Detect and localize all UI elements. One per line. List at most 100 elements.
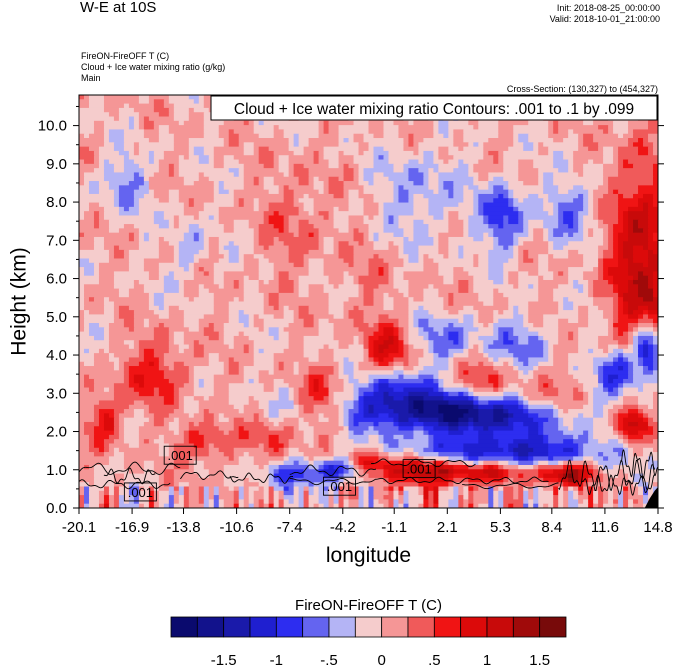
field-cell — [203, 383, 215, 389]
field-cell — [543, 202, 554, 208]
field-cell — [263, 409, 270, 414]
field-cell — [453, 133, 464, 139]
colorbar-swatch — [460, 616, 488, 638]
field-cell — [633, 499, 639, 505]
field-cell — [138, 361, 150, 367]
field-cell — [263, 464, 270, 470]
field-cell — [328, 486, 335, 492]
field-cell — [578, 279, 589, 285]
field-cell — [368, 434, 380, 440]
field-cell — [388, 159, 410, 165]
field-cell — [83, 172, 105, 178]
field-cell — [133, 310, 155, 315]
field-cell — [173, 477, 225, 483]
field-cell — [228, 301, 265, 307]
field-cell — [138, 353, 145, 359]
field-cell — [503, 224, 524, 229]
field-cell — [438, 245, 449, 251]
field-cell — [653, 439, 658, 445]
field-cell — [318, 439, 330, 445]
field-cell — [103, 297, 110, 303]
field-cell — [628, 434, 644, 440]
field-cell — [398, 133, 410, 139]
field-cell — [503, 409, 509, 414]
field-cell — [423, 404, 439, 410]
field-cell — [618, 434, 624, 440]
field-cell — [138, 211, 155, 217]
field-cell — [233, 452, 245, 457]
field-cell — [223, 327, 260, 333]
field-cell — [388, 262, 405, 268]
field-cell — [79, 447, 90, 453]
field-cell — [428, 168, 434, 174]
field-cell — [458, 417, 469, 423]
field-cell — [478, 327, 494, 333]
field-cell — [378, 383, 390, 389]
field-cell — [553, 138, 564, 143]
field-cell — [188, 142, 225, 148]
field-cell — [243, 370, 260, 376]
field-cell — [518, 168, 539, 174]
field-cell — [393, 241, 405, 247]
field-cell — [393, 267, 425, 272]
field-cell — [438, 267, 454, 272]
field-cell — [388, 335, 395, 341]
field-cell — [333, 224, 350, 229]
field-cell — [613, 426, 619, 432]
field-cell — [428, 185, 439, 191]
cloud-contour — [179, 470, 239, 480]
field-cell — [488, 499, 494, 505]
field-cell — [273, 421, 280, 427]
field-cell — [303, 262, 310, 268]
field-cell — [428, 439, 434, 445]
field-cell — [213, 490, 220, 496]
field-cell — [453, 370, 459, 376]
field-cell — [303, 318, 315, 324]
field-cell — [148, 361, 155, 367]
field-cell — [388, 443, 400, 449]
field-cell — [453, 357, 489, 363]
field-cell — [348, 219, 365, 225]
field-cell — [583, 443, 624, 449]
field-cell — [508, 297, 539, 303]
field-cell — [158, 366, 170, 371]
field-cell — [348, 262, 355, 268]
field-cell — [463, 344, 469, 350]
field-cell — [418, 168, 429, 174]
field-cell — [143, 439, 150, 445]
field-cell — [568, 275, 584, 281]
field-cell — [113, 383, 130, 389]
field-cell — [303, 456, 310, 462]
field-cell — [433, 353, 439, 359]
field-cell — [383, 120, 395, 126]
field-cell — [543, 486, 554, 492]
field-cell — [493, 245, 504, 251]
field-cell — [138, 206, 185, 212]
field-cell — [303, 374, 310, 380]
field-cell — [408, 331, 420, 337]
field-cell — [118, 211, 140, 217]
field-cell — [213, 150, 245, 156]
field-cell — [363, 404, 370, 410]
field-cell — [79, 275, 100, 281]
field-cell — [343, 495, 350, 500]
field-cell — [253, 228, 260, 234]
field-cell — [288, 228, 300, 234]
field-cell — [303, 163, 330, 169]
field-cell — [623, 305, 629, 311]
contour-label-box — [323, 476, 356, 496]
field-cell — [223, 469, 270, 475]
field-cell — [293, 430, 305, 436]
field-cell — [79, 219, 95, 225]
field-cell — [303, 469, 320, 475]
field-cell — [253, 176, 260, 182]
field-cell — [308, 142, 340, 148]
field-cell — [573, 447, 579, 453]
field-cell — [348, 469, 355, 475]
field-cell — [403, 168, 410, 174]
field-cell — [258, 288, 280, 294]
field-cell — [128, 370, 165, 376]
field-cell — [513, 361, 524, 367]
field-cell — [558, 310, 579, 315]
field-cell — [188, 155, 200, 161]
